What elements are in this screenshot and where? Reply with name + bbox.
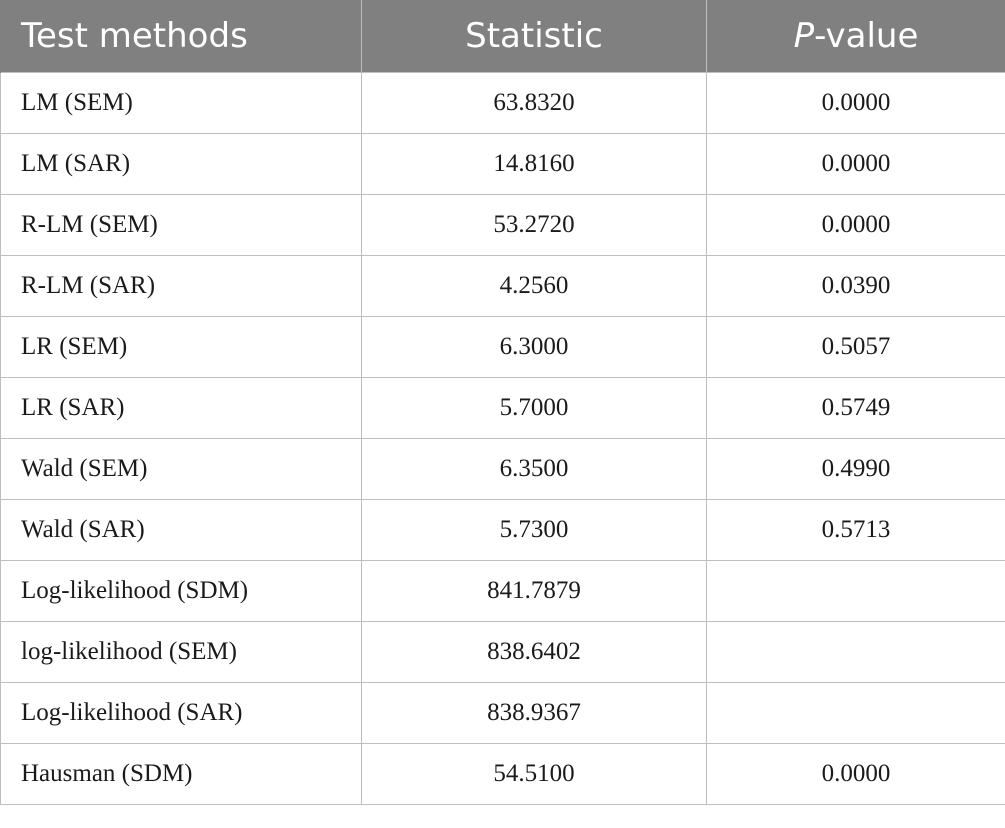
cell-method: Wald (SEM)	[0, 438, 362, 500]
cell-method: log-likelihood (SEM)	[0, 621, 362, 683]
table-header: Test methods Statistic P-value	[0, 0, 1005, 73]
cell-p-value: 0.5713	[706, 499, 1005, 561]
cell-p-value	[706, 560, 1005, 622]
cell-statistic: 53.2720	[361, 194, 707, 256]
table-row: Wald (SEM) 6.3500 0.4990	[0, 438, 1005, 500]
cell-statistic: 6.3000	[361, 316, 707, 378]
cell-method: LM (SEM)	[0, 72, 362, 134]
test-results-table: Test methods Statistic P-value LM (SEM) …	[0, 0, 1005, 805]
cell-statistic: 14.8160	[361, 133, 707, 195]
cell-p-value: 0.5057	[706, 316, 1005, 378]
header-row: Test methods Statistic P-value	[0, 0, 1005, 73]
table-row: R-LM (SEM) 53.2720 0.0000	[0, 194, 1005, 256]
cell-p-value	[706, 621, 1005, 683]
table-row: LM (SAR) 14.8160 0.0000	[0, 133, 1005, 195]
cell-method: LR (SAR)	[0, 377, 362, 439]
cell-p-value: 0.0000	[706, 194, 1005, 256]
cell-p-value: 0.0390	[706, 255, 1005, 317]
header-p-value: P-value	[706, 0, 1005, 73]
header-test-methods: Test methods	[0, 0, 362, 73]
table-row: Hausman (SDM) 54.5100 0.0000	[0, 743, 1005, 805]
cell-statistic: 838.9367	[361, 682, 707, 744]
cell-statistic: 4.2560	[361, 255, 707, 317]
table-row: LR (SEM) 6.3000 0.5057	[0, 316, 1005, 378]
cell-p-value: 0.0000	[706, 133, 1005, 195]
table-row: Wald (SAR) 5.7300 0.5713	[0, 499, 1005, 561]
cell-p-value: 0.5749	[706, 377, 1005, 439]
cell-statistic: 63.8320	[361, 72, 707, 134]
cell-p-value	[706, 682, 1005, 744]
table-row: Log-likelihood (SAR) 838.9367	[0, 682, 1005, 744]
cell-statistic: 841.7879	[361, 560, 707, 622]
table-row: LR (SAR) 5.7000 0.5749	[0, 377, 1005, 439]
table-row: LM (SEM) 63.8320 0.0000	[0, 72, 1005, 134]
cell-p-value: 0.0000	[706, 743, 1005, 805]
cell-statistic: 6.3500	[361, 438, 707, 500]
cell-statistic: 838.6402	[361, 621, 707, 683]
cell-method: Log-likelihood (SAR)	[0, 682, 362, 744]
cell-method: Hausman (SDM)	[0, 743, 362, 805]
cell-method: Log-likelihood (SDM)	[0, 560, 362, 622]
cell-method: R-LM (SEM)	[0, 194, 362, 256]
cell-p-value: 0.0000	[706, 72, 1005, 134]
results-table-container: Test methods Statistic P-value LM (SEM) …	[0, 0, 1005, 805]
cell-statistic: 5.7000	[361, 377, 707, 439]
table-row: Log-likelihood (SDM) 841.7879	[0, 560, 1005, 622]
header-p-letter: P	[793, 16, 815, 56]
table-body: LM (SEM) 63.8320 0.0000 LM (SAR) 14.8160…	[0, 72, 1005, 805]
cell-p-value: 0.4990	[706, 438, 1005, 500]
header-statistic: Statistic	[361, 0, 707, 73]
header-value-suffix: -value	[814, 16, 919, 56]
cell-method: R-LM (SAR)	[0, 255, 362, 317]
cell-statistic: 54.5100	[361, 743, 707, 805]
cell-method: Wald (SAR)	[0, 499, 362, 561]
cell-statistic: 5.7300	[361, 499, 707, 561]
cell-method: LR (SEM)	[0, 316, 362, 378]
table-row: log-likelihood (SEM) 838.6402	[0, 621, 1005, 683]
cell-method: LM (SAR)	[0, 133, 362, 195]
table-row: R-LM (SAR) 4.2560 0.0390	[0, 255, 1005, 317]
